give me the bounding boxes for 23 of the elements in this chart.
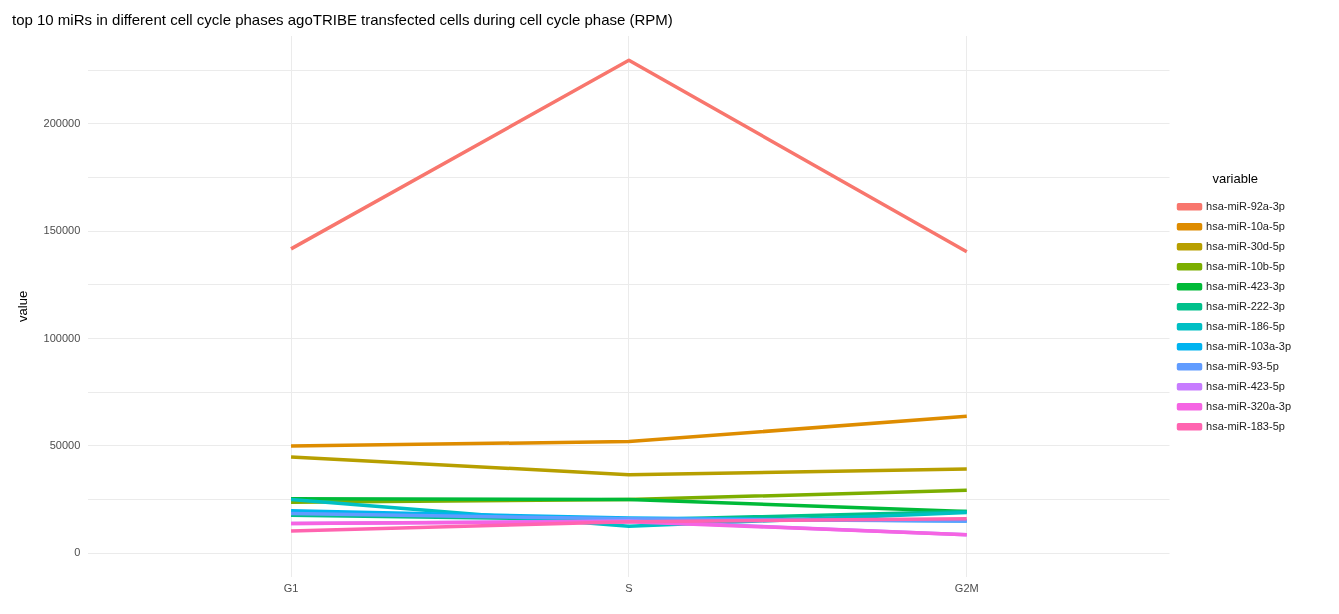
legend-label: hsa-miR-93-5p bbox=[1206, 359, 1279, 372]
legend-label: hsa-miR-186-5p bbox=[1206, 319, 1285, 332]
legend-label: hsa-miR-10b-5p bbox=[1206, 259, 1285, 272]
y-axis-title: value bbox=[15, 290, 31, 322]
legend-label: hsa-miR-423-5p bbox=[1206, 379, 1285, 392]
x-tick-label: G2M bbox=[954, 582, 979, 595]
legend-label: hsa-miR-183-5p bbox=[1206, 419, 1285, 432]
legend-label: hsa-miR-10a-5p bbox=[1206, 219, 1285, 232]
y-tick-label: 150000 bbox=[43, 224, 81, 237]
y-tick-label: 100000 bbox=[43, 331, 81, 344]
y-tick-label: 200000 bbox=[43, 117, 81, 130]
legend-label: hsa-miR-222-3p bbox=[1206, 299, 1285, 312]
y-tick-label: 0 bbox=[74, 546, 81, 559]
legend-label: hsa-miR-103a-3p bbox=[1206, 339, 1291, 352]
legend-label: hsa-miR-92a-3p bbox=[1206, 199, 1285, 212]
x-tick-label: G1 bbox=[283, 582, 299, 595]
legend-label: hsa-miR-423-3p bbox=[1206, 279, 1285, 292]
legend-title: variable bbox=[1212, 170, 1259, 186]
y-tick-label: 50000 bbox=[49, 438, 81, 451]
legend-label: hsa-miR-30d-5p bbox=[1206, 239, 1285, 252]
legend-label: hsa-miR-320a-3p bbox=[1206, 399, 1291, 412]
chart-title: top 10 miRs in different cell cycle phases agoTRIBE transfected cells during cell cycle phase (RPM) bbox=[12, 11, 673, 29]
x-tick-label: S bbox=[625, 582, 633, 595]
